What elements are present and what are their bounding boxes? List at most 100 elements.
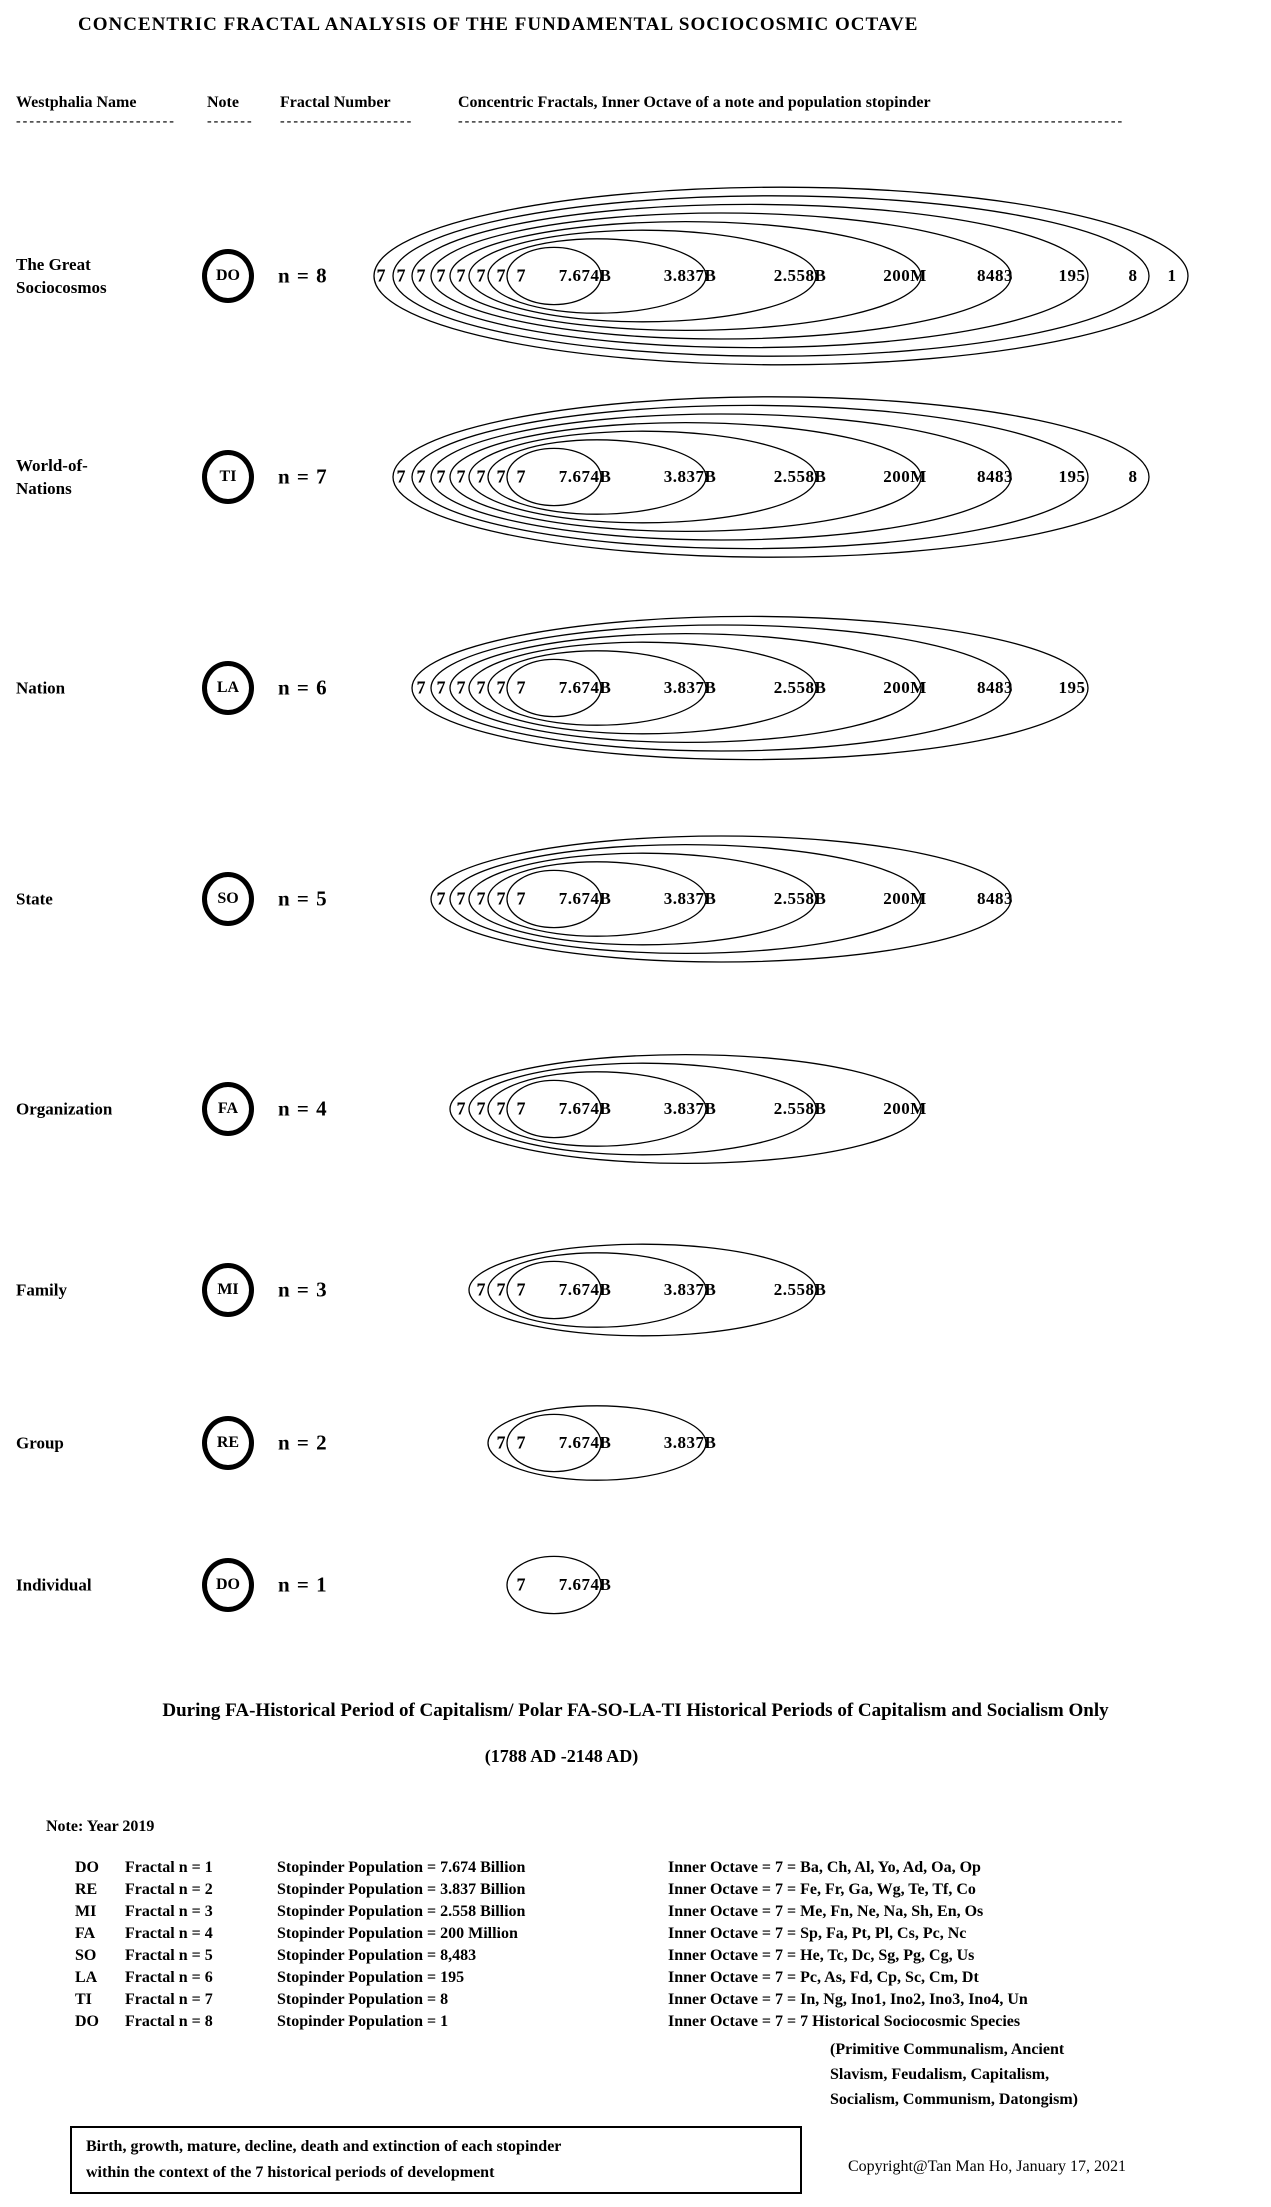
inner-octave-seven: 7 bbox=[496, 1279, 506, 1300]
fractal-cell: Fractal n = 4 bbox=[125, 1925, 213, 1942]
row-name: Group bbox=[16, 1433, 64, 1453]
note-cell: RE bbox=[75, 1881, 98, 1898]
note-circle: DO bbox=[202, 1558, 254, 1612]
inner-octave-seven: 7 bbox=[516, 1098, 526, 1119]
box-line: within the context of the 7 historical p… bbox=[86, 2164, 495, 2181]
stopinder-population-value: 8 bbox=[1128, 467, 1138, 486]
inner-octave-cell: Inner Octave = 7 = Ba, Ch, Al, Yo, Ad, O… bbox=[668, 1859, 981, 1876]
fractal-number-label: n = 5 bbox=[278, 886, 328, 911]
inner-octave-cell: Inner Octave = 7 = Fe, Fr, Ga, Wg, Te, T… bbox=[668, 1881, 976, 1898]
fractal-cell: Fractal n = 6 bbox=[125, 1969, 213, 1986]
population-cell: Stopinder Population = 8,483 bbox=[277, 1947, 477, 1964]
fractal-cell: Fractal n = 3 bbox=[125, 1903, 213, 1920]
note-letters: RE bbox=[216, 1434, 240, 1451]
fractal-ellipse bbox=[449, 220, 922, 332]
inner-octave-seven: 7 bbox=[476, 888, 486, 909]
species-list-line: Socialism, Communism, Datongism) bbox=[830, 2091, 1079, 2108]
fractal-ellipse bbox=[487, 439, 707, 515]
stopinder-population-value: 7.674B bbox=[558, 889, 612, 908]
inner-octave-seven: 7 bbox=[476, 265, 486, 286]
stopinder-population-value: 3.837B bbox=[663, 1280, 717, 1299]
fractal-cell: Fractal n = 5 bbox=[125, 1947, 213, 1964]
fractal-ellipse bbox=[392, 396, 1150, 558]
fractal-ellipse bbox=[430, 624, 1012, 752]
inner-octave-seven: 7 bbox=[476, 1098, 486, 1119]
fractal-ellipse bbox=[411, 615, 1089, 761]
fractal-ellipse bbox=[468, 430, 817, 524]
fractal-ellipse bbox=[449, 1053, 922, 1165]
column-header-westphalia-name: Westphalia Name bbox=[16, 94, 137, 111]
inner-octave-cell: Inner Octave = 7 = Me, Fn, Ne, Na, Sh, E… bbox=[668, 1903, 984, 1920]
page-title: CONCENTRIC FRACTAL ANALYSIS OF THE FUNDA… bbox=[78, 14, 919, 35]
inner-octave-seven: 7 bbox=[436, 466, 446, 487]
fractal-ellipse bbox=[487, 861, 707, 937]
note-cell: DO bbox=[75, 2013, 99, 2030]
row-name: World-of- Nations bbox=[16, 456, 88, 498]
stopinder-population-value: 200M bbox=[883, 889, 927, 908]
population-cell: Stopinder Population = 3.837 Billion bbox=[277, 1881, 526, 1898]
stopinder-population-value: 200M bbox=[883, 467, 927, 486]
population-cell: Stopinder Population = 200 Million bbox=[277, 1925, 518, 1942]
note-letters: DO bbox=[216, 1576, 240, 1593]
fractal-ellipse bbox=[468, 641, 817, 735]
fractal-number-label: n = 4 bbox=[278, 1096, 328, 1121]
inner-octave-seven: 7 bbox=[516, 1574, 526, 1595]
fractal-ellipse bbox=[411, 404, 1089, 550]
stopinder-population-value: 2.558B bbox=[773, 889, 827, 908]
note-letters: DO bbox=[216, 267, 240, 284]
stopinder-population-value: 3.837B bbox=[663, 1433, 717, 1452]
inner-octave-seven: 7 bbox=[516, 1432, 526, 1453]
stopinder-population-value: 2.558B bbox=[773, 678, 827, 697]
column-header-fractal-number: Fractal Number bbox=[280, 94, 391, 111]
stopinder-population-value: 3.837B bbox=[663, 266, 717, 285]
fractal-cell: Fractal n = 8 bbox=[125, 2013, 213, 2030]
note-circle: TI bbox=[202, 450, 254, 504]
fractal-ellipse bbox=[487, 1071, 707, 1147]
fractal-ellipse bbox=[487, 238, 707, 314]
note-cell: FA bbox=[75, 1925, 96, 1942]
inner-octave-cell: Inner Octave = 7 = Pc, As, Fd, Cp, Sc, C… bbox=[668, 1969, 979, 1986]
note-circle: FA bbox=[202, 1082, 254, 1136]
population-cell: Stopinder Population = 1 bbox=[277, 2013, 449, 2030]
stopinder-population-value: 2.558B bbox=[773, 467, 827, 486]
species-list-line: (Primitive Communalism, Ancient bbox=[830, 2041, 1065, 2058]
inner-octave-seven: 7 bbox=[396, 466, 406, 487]
inner-octave-seven: 7 bbox=[496, 1098, 506, 1119]
stopinder-population-value: 8483 bbox=[977, 266, 1013, 285]
copyright-text: Copyright@Tan Man Ho, January 17, 2021 bbox=[848, 2158, 1127, 2175]
note-year-title: Note: Year 2019 bbox=[46, 1818, 155, 1835]
fractal-ellipse bbox=[449, 421, 922, 533]
period-heading-line1: During FA-Historical Period of Capitalis… bbox=[162, 1700, 1109, 1721]
population-cell: Stopinder Population = 7.674 Billion bbox=[277, 1859, 526, 1876]
fractal-ellipse bbox=[506, 1555, 602, 1615]
stopinder-population-value: 200M bbox=[883, 1099, 927, 1118]
underline-dashes: ----------------------------------------… bbox=[458, 114, 1125, 129]
note-cell: DO bbox=[75, 1859, 99, 1876]
inner-octave-seven: 7 bbox=[516, 888, 526, 909]
fractal-ellipse bbox=[373, 186, 1189, 366]
inner-octave-seven: 7 bbox=[396, 265, 406, 286]
stopinder-population-value: 3.837B bbox=[663, 678, 717, 697]
inner-octave-seven: 7 bbox=[496, 265, 506, 286]
inner-octave-seven: 7 bbox=[456, 265, 466, 286]
fractal-number-label: n = 7 bbox=[278, 464, 328, 489]
stopinder-population-value: 7.674B bbox=[558, 1099, 612, 1118]
stopinder-population-value: 200M bbox=[883, 678, 927, 697]
stopinder-population-value: 7.674B bbox=[558, 1280, 612, 1299]
fractal-ellipse bbox=[411, 203, 1089, 349]
inner-octave-cell: Inner Octave = 7 = He, Tc, Dc, Sg, Pg, C… bbox=[668, 1947, 975, 1964]
stopinder-population-value: 2.558B bbox=[773, 1099, 827, 1118]
stopinder-population-value: 7.674B bbox=[558, 266, 612, 285]
underline-dashes: -------------------- bbox=[280, 114, 414, 129]
fractal-ellipse bbox=[487, 1252, 707, 1328]
stopinder-population-value: 3.837B bbox=[663, 467, 717, 486]
fractal-ellipse bbox=[430, 413, 1012, 541]
fractal-number-label: n = 2 bbox=[278, 1430, 328, 1455]
inner-octave-seven: 7 bbox=[516, 1279, 526, 1300]
stopinder-population-value: 8483 bbox=[977, 678, 1013, 697]
fractal-ellipse bbox=[468, 229, 817, 323]
stopinder-population-value: 2.558B bbox=[773, 1280, 827, 1299]
fractal-ellipse bbox=[449, 843, 922, 955]
fractal-cell: Fractal n = 7 bbox=[125, 1991, 213, 2008]
